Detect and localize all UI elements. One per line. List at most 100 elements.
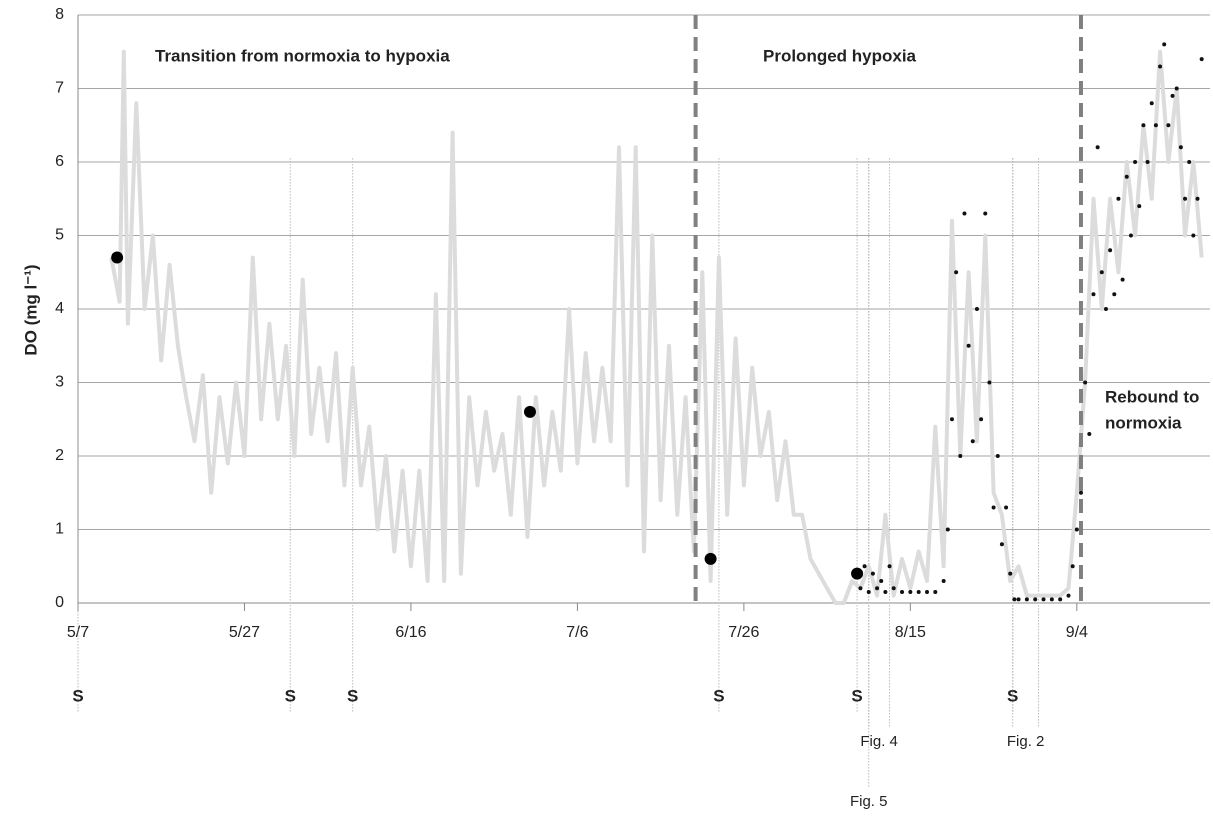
do-dot	[991, 505, 996, 510]
do-dot	[1083, 380, 1088, 385]
do-dot	[1041, 597, 1046, 602]
do-dot	[1195, 196, 1200, 201]
do-dot	[1024, 597, 1029, 602]
y-tick-label: 1	[55, 521, 64, 538]
figure-label: Fig. 2	[1007, 733, 1045, 750]
do-dot	[870, 571, 875, 576]
do-dot	[1091, 292, 1096, 297]
do-dot	[933, 589, 938, 594]
do-dot	[1108, 248, 1113, 253]
do-dot	[1174, 86, 1179, 91]
do-dot	[1124, 174, 1129, 179]
do-dot	[1112, 292, 1117, 297]
sample-point	[523, 405, 536, 418]
do-dot	[1099, 270, 1104, 275]
do-dot	[1149, 101, 1154, 106]
do-dot	[1070, 564, 1075, 569]
phase-annotation: normoxia	[1105, 413, 1182, 432]
do-dot	[1016, 597, 1021, 602]
phase-annotation: Transition from normoxia to hypoxia	[155, 46, 450, 65]
sample-point	[851, 567, 864, 580]
sample-label: S	[72, 686, 83, 705]
do-dot	[1008, 571, 1013, 576]
y-tick-label: 0	[55, 594, 64, 611]
do-dot	[1033, 597, 1038, 602]
x-tick-label: 7/26	[728, 624, 759, 641]
sample-label: S	[713, 686, 724, 705]
do-dot	[891, 586, 896, 591]
do-dot	[954, 270, 959, 275]
x-tick-label: 8/15	[895, 624, 926, 641]
y-tick-label: 2	[55, 447, 64, 464]
do-dot	[1095, 145, 1100, 150]
y-tick-label: 4	[55, 300, 64, 317]
do-dot	[1116, 196, 1121, 201]
do-dot	[1183, 196, 1188, 201]
x-tick-label: 7/6	[566, 624, 588, 641]
do-dot	[1137, 204, 1142, 209]
phase-annotation: Prolonged hypoxia	[763, 46, 917, 65]
sample-point	[111, 251, 124, 264]
do-dot	[983, 211, 988, 216]
do-dot	[1187, 160, 1192, 164]
do-dot	[887, 564, 892, 569]
do-dot	[966, 343, 971, 348]
do-dot	[883, 589, 888, 594]
do-dot	[1133, 160, 1138, 164]
do-dot	[1128, 233, 1133, 238]
do-dot	[1004, 505, 1009, 510]
do-dot	[875, 586, 880, 591]
y-tick-label: 3	[55, 374, 64, 391]
do-dot	[900, 589, 905, 594]
phase-annotation: Rebound to	[1105, 387, 1199, 406]
do-dot	[1162, 42, 1167, 47]
do-dot	[1170, 93, 1175, 98]
do-dot	[866, 589, 871, 594]
figure-label: Fig. 4	[860, 733, 898, 750]
do-dot	[999, 542, 1004, 547]
do-dot	[1103, 307, 1108, 311]
do-dot	[987, 380, 992, 385]
do-dot	[945, 527, 950, 532]
do-dot	[862, 564, 867, 569]
x-tick-label: 6/16	[395, 624, 426, 641]
do-dot	[1158, 64, 1163, 69]
do-dot	[1199, 57, 1204, 62]
do-dot	[941, 578, 946, 583]
do-dot	[995, 454, 1000, 458]
do-dot	[916, 589, 921, 594]
do-dot	[974, 307, 979, 311]
y-tick-label: 8	[55, 6, 64, 23]
do-dot	[1074, 527, 1079, 532]
y-tick-label: 6	[55, 153, 64, 170]
y-axis-label: DO (mg l⁻¹)	[21, 264, 40, 355]
figure-label: Fig. 5	[850, 793, 888, 810]
do-dot	[979, 417, 984, 422]
do-dot	[949, 417, 954, 422]
do-line	[109, 49, 1204, 605]
do-dot	[962, 211, 967, 216]
sample-point	[704, 552, 717, 565]
do-dot	[1012, 597, 1017, 602]
do-dot	[908, 589, 913, 594]
do-dot	[1178, 145, 1183, 150]
do-dot	[970, 439, 975, 444]
do-dot	[1120, 277, 1125, 282]
do-dot	[1153, 123, 1158, 128]
sample-label: S	[347, 686, 358, 705]
do-dot	[1087, 431, 1092, 436]
sample-label: S	[851, 686, 862, 705]
do-dot	[925, 589, 929, 594]
do-dot	[1166, 123, 1171, 128]
x-tick-label: 5/27	[229, 624, 260, 641]
do-dot	[1058, 597, 1063, 602]
do-dot	[879, 578, 884, 583]
do-dot	[1141, 123, 1146, 128]
do-dot	[1191, 233, 1196, 238]
do-dot	[958, 454, 963, 458]
y-tick-label: 7	[55, 80, 64, 97]
x-tick-label: 9/4	[1066, 624, 1088, 641]
do-dot	[858, 586, 863, 591]
do-dot	[1078, 490, 1083, 495]
